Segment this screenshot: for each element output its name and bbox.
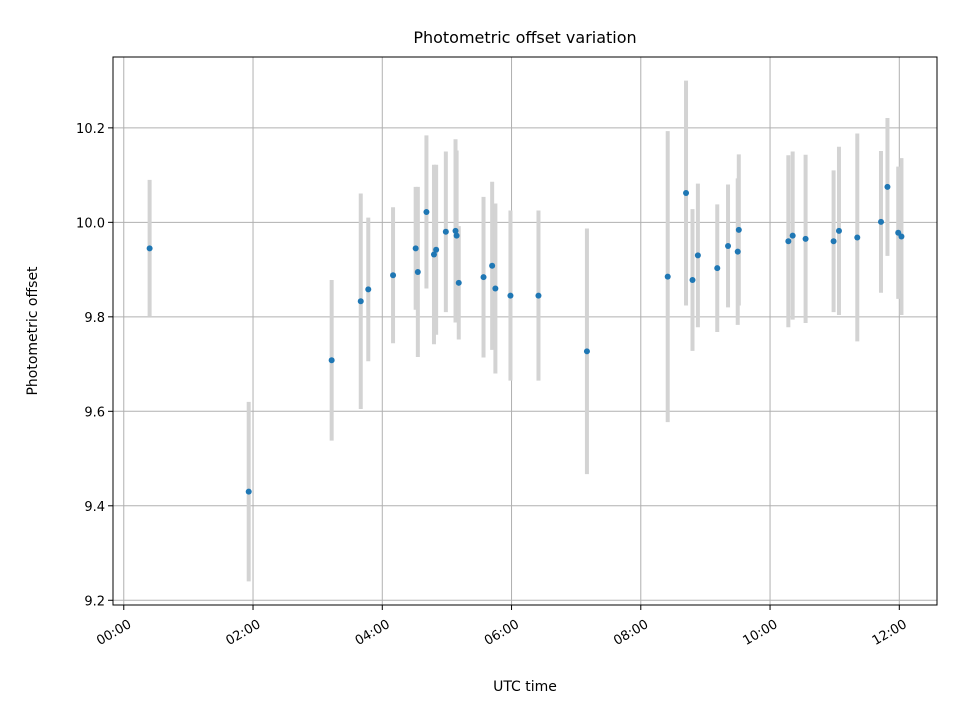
data-point — [802, 235, 809, 242]
data-point — [412, 245, 419, 252]
y-tick-label: 9.6 — [84, 405, 105, 420]
data-point — [830, 238, 837, 245]
data-point — [146, 245, 153, 252]
data-point — [492, 285, 499, 292]
data-point — [785, 238, 792, 245]
data-point — [898, 233, 905, 240]
data-point — [583, 348, 590, 355]
data-point — [835, 227, 842, 234]
data-point — [714, 265, 721, 272]
data-point — [480, 274, 487, 281]
data-point — [877, 218, 884, 225]
data-points — [146, 183, 905, 495]
data-point — [328, 357, 335, 364]
data-point — [453, 232, 460, 239]
data-point — [390, 272, 397, 279]
data-point — [507, 292, 514, 299]
y-tick-label: 10.2 — [76, 122, 105, 137]
plot-frame — [112, 56, 938, 606]
data-point — [455, 279, 462, 286]
data-point — [664, 273, 671, 280]
data-point — [854, 234, 861, 241]
data-point — [433, 246, 440, 253]
x-axis-label: UTC time — [493, 679, 557, 695]
y-tick-label: 9.2 — [84, 594, 105, 609]
data-point — [430, 251, 437, 258]
data-point — [489, 262, 496, 269]
y-tick-label: 9.8 — [84, 311, 105, 326]
data-point — [694, 252, 701, 259]
data-point — [689, 276, 696, 283]
data-point — [442, 228, 449, 235]
data-point — [357, 298, 364, 305]
data-point — [414, 268, 421, 275]
y-tick-label: 9.4 — [84, 500, 105, 515]
grid — [113, 57, 937, 605]
data-point — [884, 183, 891, 190]
y-axis-label: Photometric offset — [25, 266, 41, 396]
data-point — [735, 226, 742, 233]
data-point — [725, 242, 732, 249]
data-point — [452, 227, 459, 234]
data-point — [734, 248, 741, 255]
data-point — [683, 190, 690, 197]
data-point — [245, 488, 252, 495]
y-tick-label: 10.0 — [76, 216, 105, 231]
data-point — [789, 232, 796, 239]
data-point — [365, 286, 372, 293]
chart-title: Photometric offset variation — [413, 28, 636, 47]
data-point — [423, 208, 430, 215]
data-point — [535, 292, 542, 299]
